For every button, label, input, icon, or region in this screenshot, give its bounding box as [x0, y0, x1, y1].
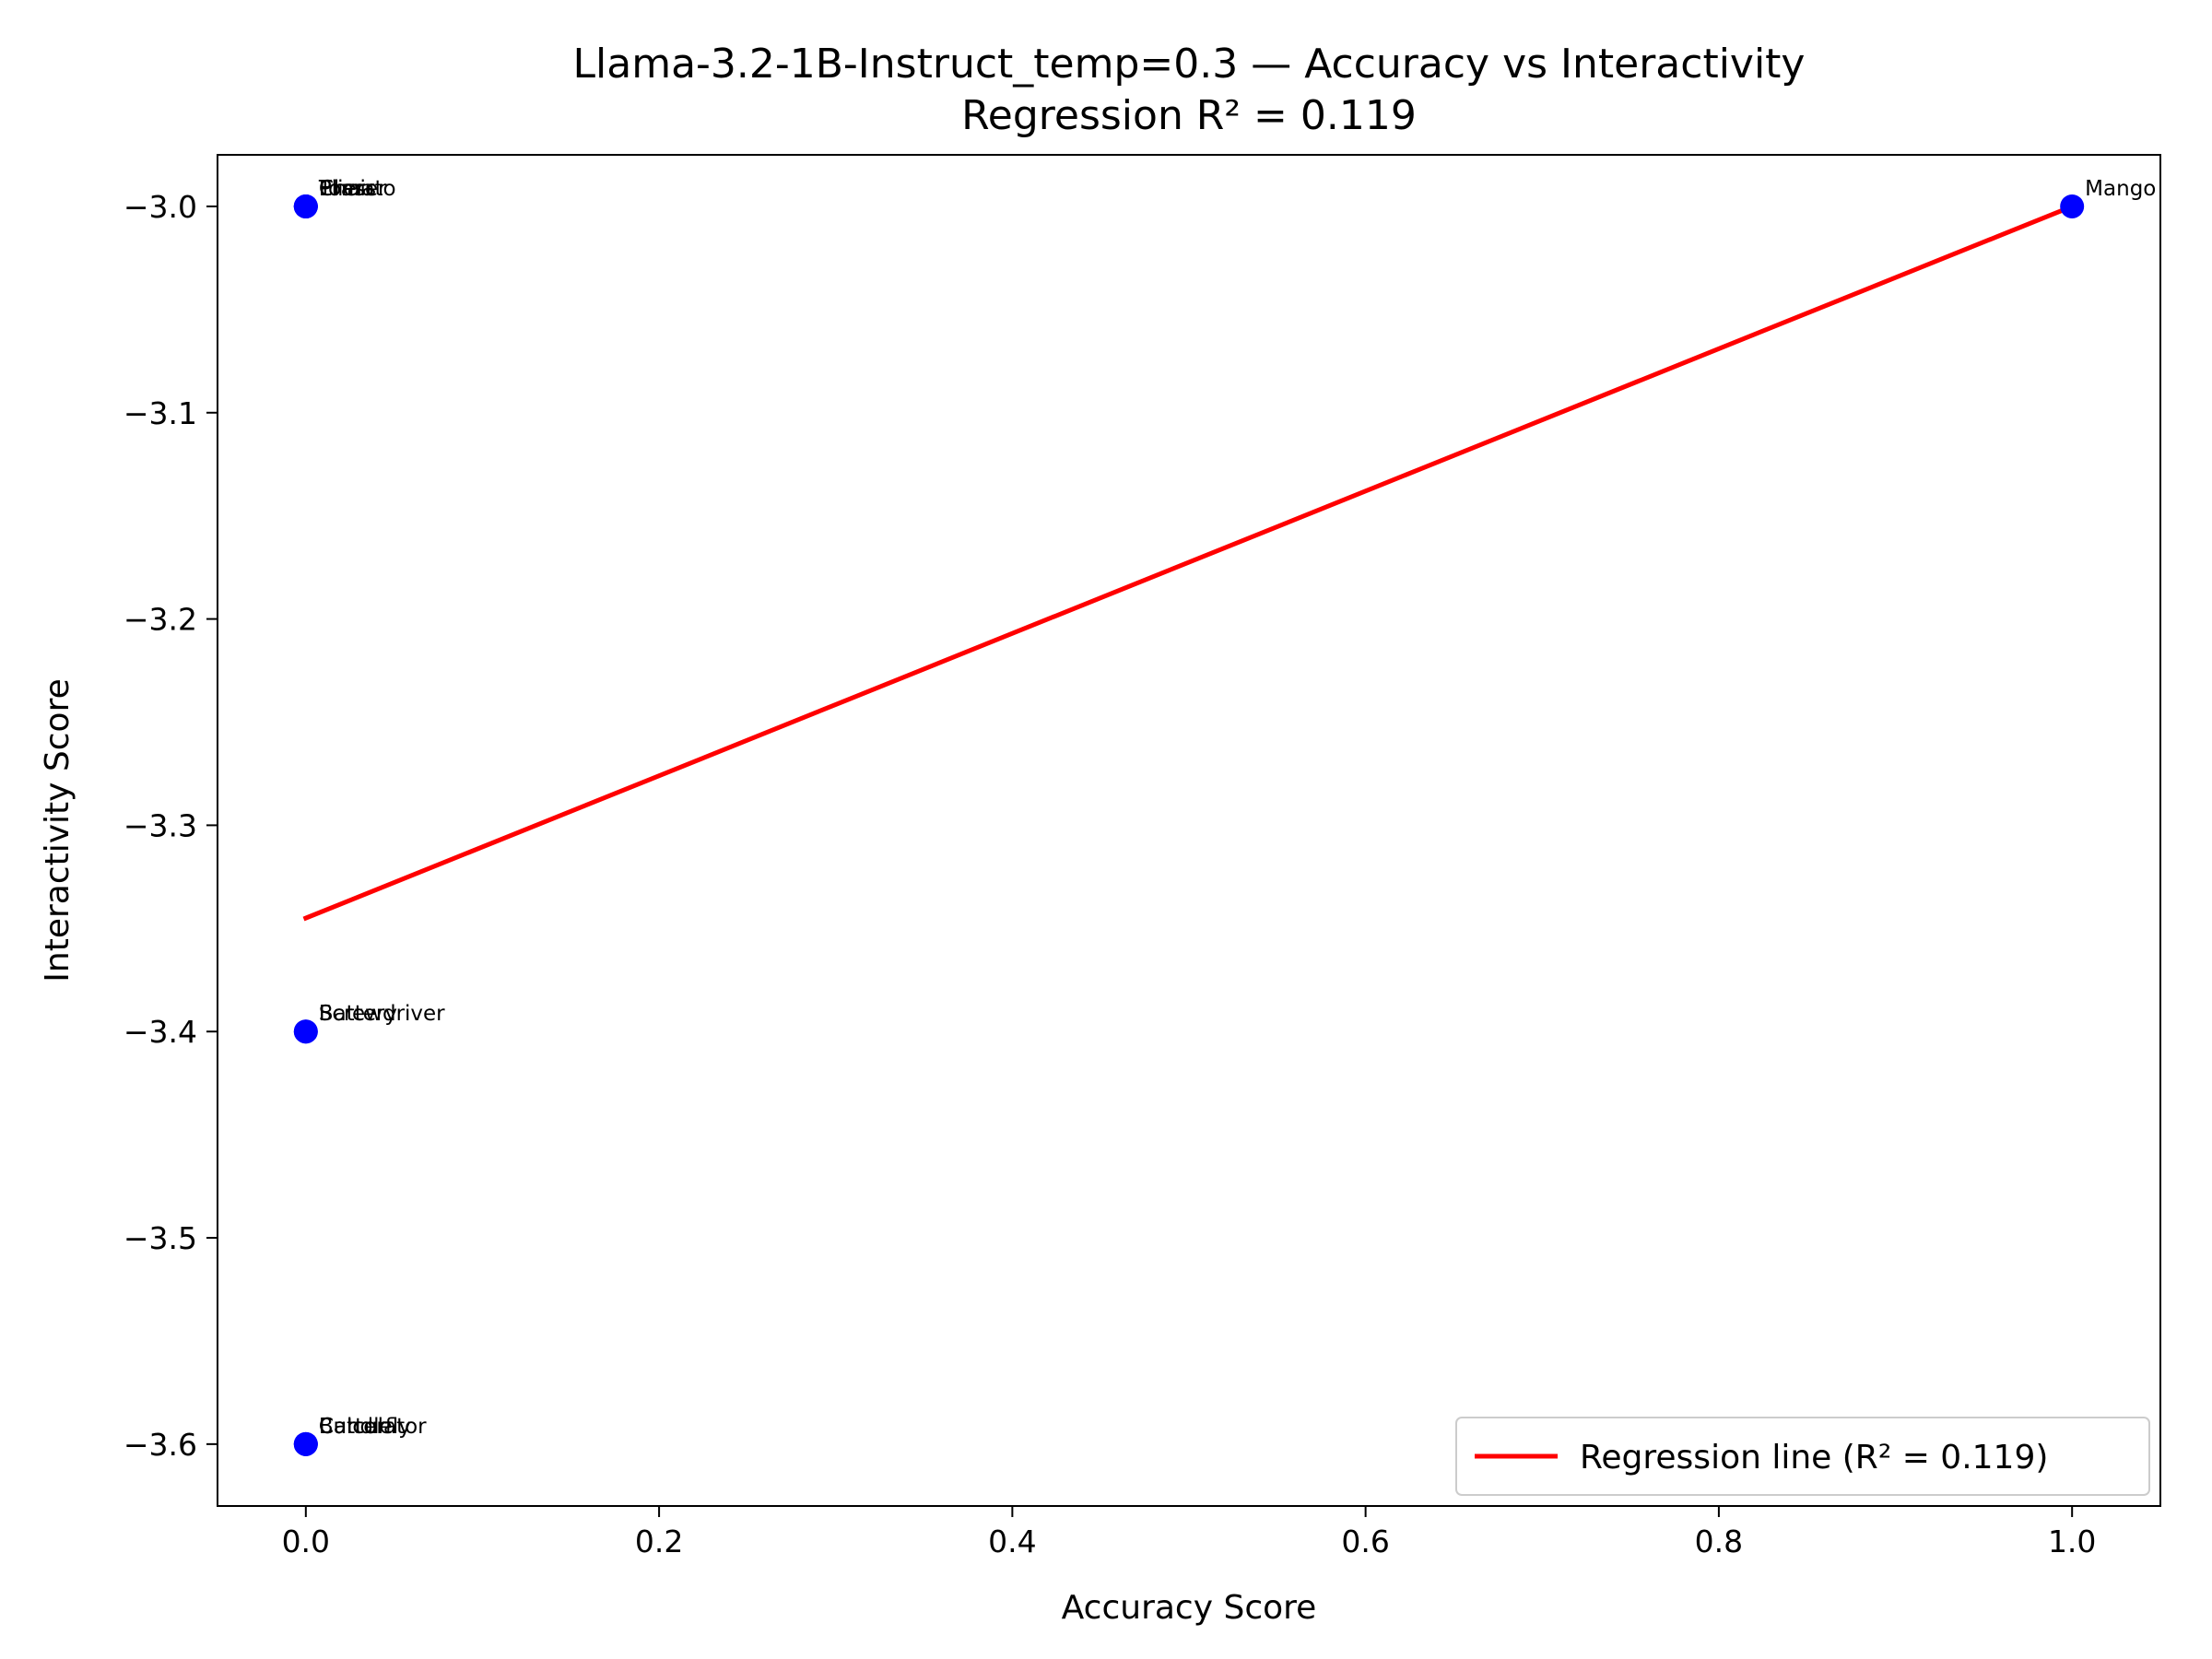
legend-box	[1455, 1417, 2150, 1496]
data-point-label: Candle	[319, 1415, 393, 1439]
y-tick-label: −3.6	[124, 1427, 197, 1463]
data-point-label: Tomato	[318, 177, 396, 201]
legend-regression-label: Regression line (R² = 0.119)	[1580, 1439, 2048, 1477]
data-point-label: Mango	[2085, 177, 2156, 201]
y-tick-label: −3.0	[124, 189, 197, 225]
x-tick-label: 0.8	[1695, 1524, 1743, 1559]
y-tick-label: −3.1	[124, 395, 197, 431]
x-tick-label: 1.0	[2048, 1524, 2096, 1559]
data-points	[293, 194, 2085, 1456]
y-axis-label: Interactivity Score	[39, 678, 76, 982]
x-axis-label: Accuracy Score	[1062, 1589, 1317, 1627]
x-tick-label: 0.0	[282, 1524, 330, 1559]
data-point	[2060, 194, 2085, 218]
axes-frame	[217, 154, 2161, 1507]
x-tick-label: 0.4	[988, 1524, 1036, 1559]
data-point-label: Calculator	[319, 1415, 427, 1439]
y-tick-label: −3.4	[124, 1014, 197, 1050]
x-tick-label: 0.6	[1341, 1524, 1389, 1559]
chart-title: Llama-3.2-1B-Instruct_temp=0.3 — Accurac…	[573, 41, 1806, 88]
data-point-label: Butterfly	[319, 1415, 411, 1439]
regression-line	[302, 203, 2076, 922]
chart-subtitle: Regression R² = 0.119	[961, 92, 1417, 139]
y-tick-label: −3.2	[124, 602, 197, 638]
legend: Regression line (R² = 0.119)	[1455, 1417, 2150, 1496]
data-point-label: Battery	[319, 1002, 397, 1026]
data-point	[293, 1019, 318, 1044]
y-tick-label: −3.3	[124, 807, 197, 843]
data-point-label: Screwdriver	[319, 1002, 445, 1026]
x-axis-ticks: 0.0 0.2 0.4 0.6 0.8 1.0	[282, 1506, 2096, 1559]
plot-area	[302, 203, 2076, 922]
data-point-label: Pliers	[319, 177, 376, 201]
x-tick-label: 0.2	[635, 1524, 683, 1559]
data-point	[293, 194, 318, 218]
data-point-label: Chair	[319, 177, 375, 201]
data-point	[293, 1431, 318, 1456]
y-axis-ticks: −3.0 −3.1 −3.2 −3.3 −3.4 −3.5 −3.6	[124, 189, 218, 1463]
y-tick-label: −3.5	[124, 1220, 197, 1256]
data-point-label: Eraser	[319, 177, 387, 201]
